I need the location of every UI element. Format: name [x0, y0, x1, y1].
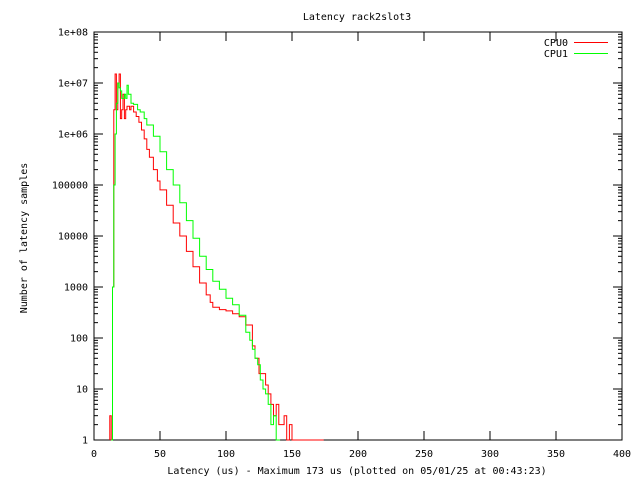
x-tick-label: 400	[613, 449, 631, 460]
y-axis: 1 10 100 1000 10000 100000 1e+06 1e+07 1e+08	[52, 28, 622, 447]
legend-label-cpu0: CPU0	[544, 38, 568, 49]
y-tick-label: 1e+06	[58, 130, 88, 141]
y-tick-label: 1000	[64, 283, 88, 294]
y-tick-label: 1	[82, 436, 88, 447]
y-tick-label: 10	[76, 385, 88, 396]
y-tick-label: 100	[70, 334, 88, 345]
y-tick-label: 10000	[58, 232, 88, 243]
x-tick-label: 0	[91, 449, 97, 460]
chart-title: Latency rack2slot3	[303, 12, 411, 23]
series-layer	[109, 73, 324, 441]
x-axis-label: Latency (us) - Maximum 173 us (plotted o…	[167, 466, 546, 477]
x-tick-label: 350	[547, 449, 565, 460]
y-tick-label: 1e+07	[58, 79, 88, 90]
x-axis: 0 50 100 150 200 250 300 350 400	[91, 32, 631, 460]
series-line-cpu0	[109, 73, 324, 441]
legend-label-cpu1: CPU1	[544, 49, 568, 60]
y-axis-label: Number of latency samples	[19, 163, 30, 314]
x-tick-label: 100	[217, 449, 235, 460]
x-tick-label: 150	[283, 449, 301, 460]
y-tick-label: 1e+08	[58, 28, 88, 39]
series-line-cpu1	[111, 82, 281, 441]
x-tick-label: 300	[481, 449, 499, 460]
x-tick-label: 50	[154, 449, 166, 460]
x-tick-label: 200	[349, 449, 367, 460]
plot-frame	[93, 31, 623, 441]
x-tick-label: 250	[415, 449, 433, 460]
y-tick-label: 100000	[52, 181, 88, 192]
